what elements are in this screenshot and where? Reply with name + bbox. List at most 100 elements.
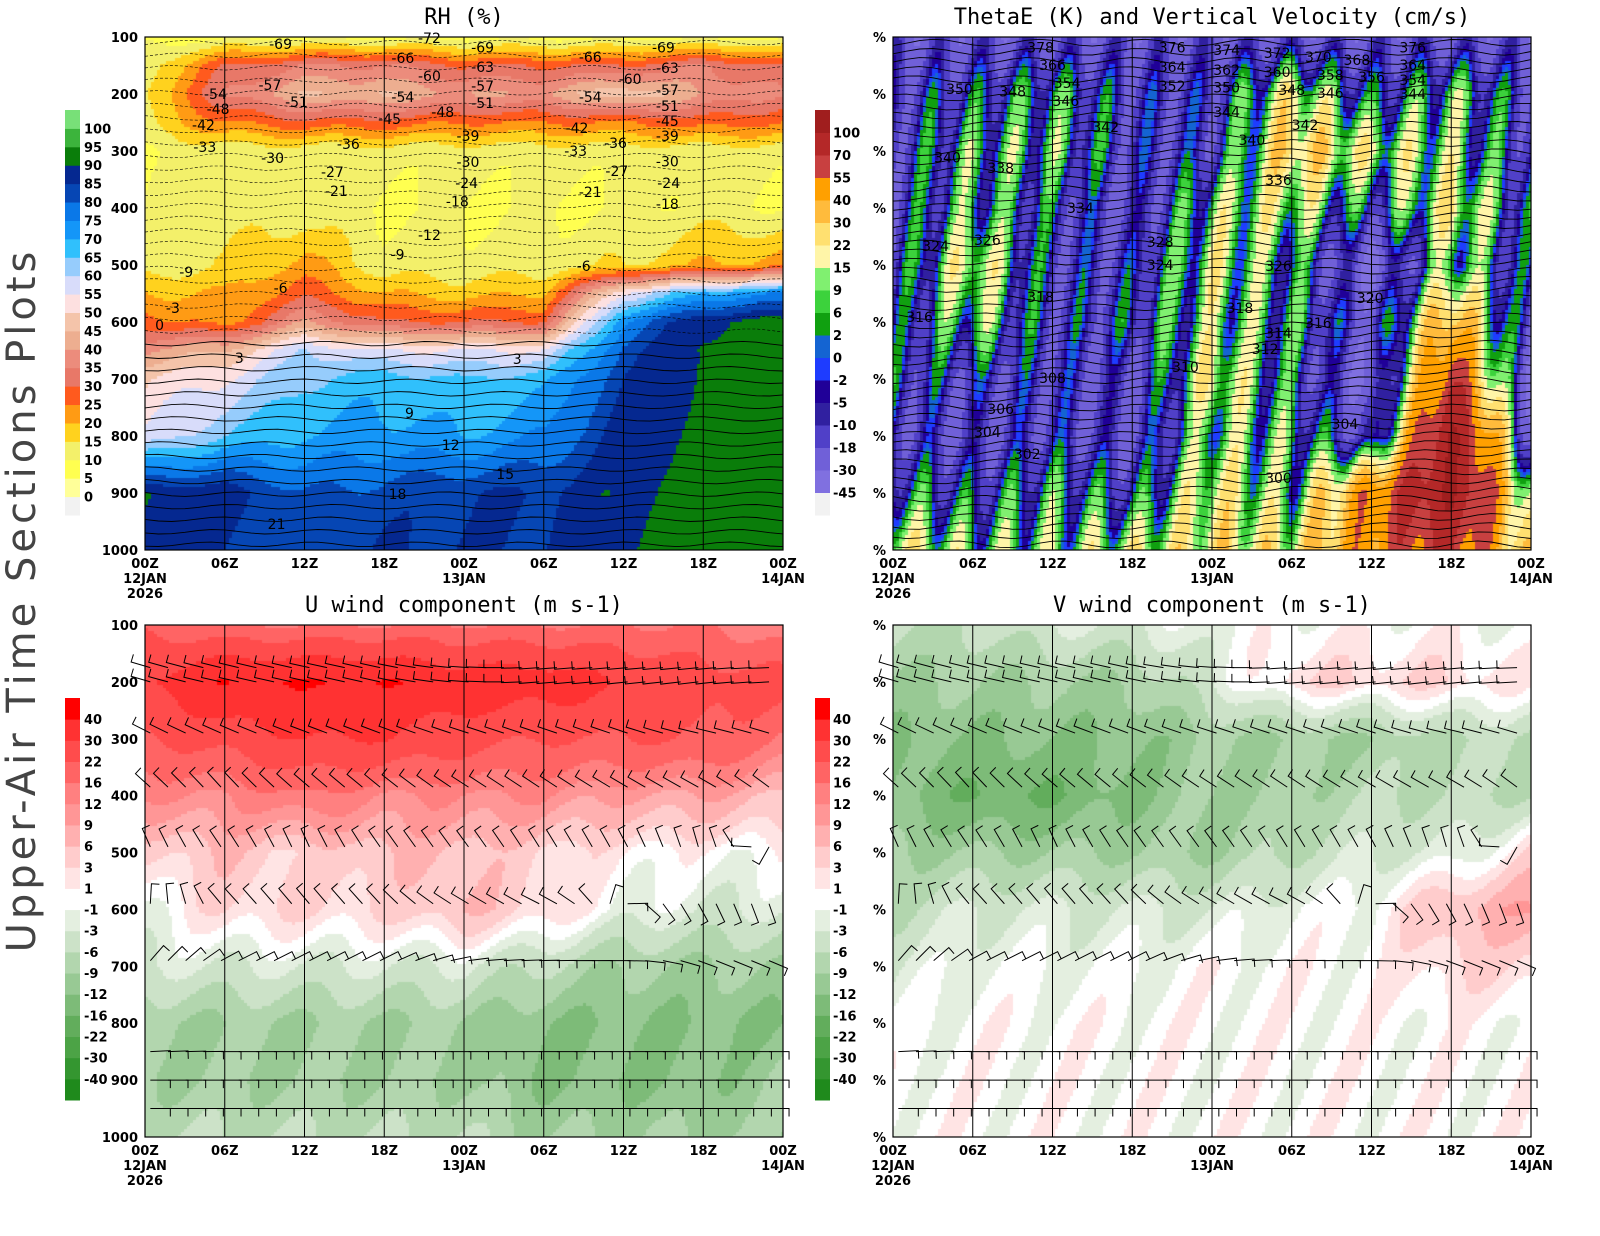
contour-label: 340 (934, 150, 961, 166)
wind-barb (238, 1079, 260, 1089)
wind-barb (1322, 959, 1344, 969)
wind-barb (289, 669, 310, 683)
wind-barb (1481, 903, 1491, 926)
colorbar-swatch (815, 470, 830, 493)
wind-barb (368, 825, 381, 848)
wind-barb (1111, 767, 1129, 788)
wind-barb (557, 769, 575, 788)
plot-frame (144, 36, 784, 551)
wind-barb (334, 825, 346, 848)
x-date-label: 2026 (875, 1174, 911, 1189)
wind-barb (324, 655, 345, 669)
wind-barb (1442, 661, 1465, 670)
wind-barb (680, 1079, 702, 1089)
colorbar-swatch (65, 803, 80, 826)
wind-barb (1160, 671, 1182, 683)
wind-barb (769, 1079, 790, 1089)
wind-barb (1026, 882, 1041, 905)
colorbar-label: 9 (84, 819, 93, 834)
x-tick-label: 12Z (1358, 557, 1386, 572)
wind-barb (662, 1079, 684, 1089)
wind-barb (1043, 882, 1058, 905)
wind-barb (1251, 959, 1273, 968)
colorbar-swatch (65, 330, 80, 350)
wind-barb (986, 1108, 1008, 1117)
wind-barb (491, 825, 505, 848)
wind-barb (715, 960, 736, 976)
wind-barb (1110, 1079, 1131, 1089)
wind-barb (1057, 1108, 1078, 1117)
colorbar-swatch (65, 719, 80, 741)
wind-barb (1301, 675, 1323, 685)
wind-barb (1391, 719, 1412, 734)
wind-barb (730, 675, 752, 684)
contour-label: -21 (579, 185, 602, 201)
colorbar-swatch (815, 719, 830, 741)
wind-barb (918, 766, 935, 788)
wind-barb (1357, 1051, 1379, 1060)
wind-barb (1181, 769, 1200, 788)
x-tick-label: 06Z (211, 1144, 239, 1159)
wind-barb (571, 675, 593, 685)
colorbar-swatch (815, 698, 830, 720)
wind-barb (1163, 1108, 1184, 1117)
wind-barb (1248, 674, 1270, 684)
wind-barb (713, 720, 734, 734)
wind-barb (1161, 718, 1182, 734)
wind-barb (1233, 886, 1253, 905)
wind-barb (1072, 669, 1093, 683)
wind-barb (1479, 719, 1500, 734)
contour-label: 306 (987, 402, 1014, 418)
wind-barb (362, 1108, 383, 1117)
contour-label: 344 (1399, 87, 1426, 103)
wind-barb (307, 718, 328, 734)
contour-label: 346 (1317, 86, 1344, 102)
wind-barb (342, 655, 363, 669)
wind-barb (578, 883, 593, 905)
contour-label: -18 (656, 197, 679, 213)
colorbar-swatch (65, 275, 80, 295)
x-date-label: 14JAN (761, 572, 805, 587)
contour-label: -3 (166, 301, 180, 317)
wind-barb (451, 769, 469, 788)
x-tick-label: 18Z (1437, 1144, 1465, 1159)
wind-barb (680, 903, 692, 926)
wind-barb (379, 951, 403, 962)
wind-barb (1354, 661, 1376, 670)
y-tick-label: 900 (111, 1074, 138, 1089)
wind-barb (131, 716, 151, 734)
wind-barb (951, 1108, 972, 1117)
colorbar-label: 90 (84, 159, 102, 174)
wind-barb (1006, 767, 1023, 788)
wind-barb (1075, 1051, 1096, 1060)
wind-barb (1499, 1108, 1520, 1117)
wind-barb (751, 1051, 772, 1060)
wind-barb (1072, 655, 1093, 669)
wind-barb (1234, 769, 1253, 788)
wind-barb (1048, 824, 1058, 848)
wind-barb (1128, 1079, 1149, 1089)
plot-title: ThetaE (K) and Vertical Velocity (cm/s) (954, 5, 1471, 30)
wind-barb (150, 1079, 171, 1089)
wind-barb (1384, 824, 1394, 848)
colorbar-swatch (65, 1036, 80, 1059)
wind-barb (989, 767, 1005, 788)
colorbar-label: 65 (84, 251, 102, 266)
wind-barb (898, 1079, 919, 1089)
wind-barb (152, 767, 169, 788)
x-tick-label: 06Z (530, 557, 558, 572)
wind-barb (1011, 825, 1023, 848)
wind-barb (1020, 718, 1040, 734)
contour-label: -69 (471, 40, 494, 56)
wind-barb (644, 770, 664, 788)
wind-barb (1515, 903, 1525, 926)
contour-label: -6 (274, 281, 288, 297)
wind-barb (1004, 1108, 1025, 1117)
contour-label: -45 (378, 112, 401, 128)
wind-barb (1163, 1051, 1184, 1060)
wind-barb (1041, 767, 1058, 788)
wind-barb (1239, 825, 1253, 848)
wind-barb (360, 655, 381, 669)
wind-barb (179, 881, 189, 904)
wind-barb (716, 1108, 737, 1117)
